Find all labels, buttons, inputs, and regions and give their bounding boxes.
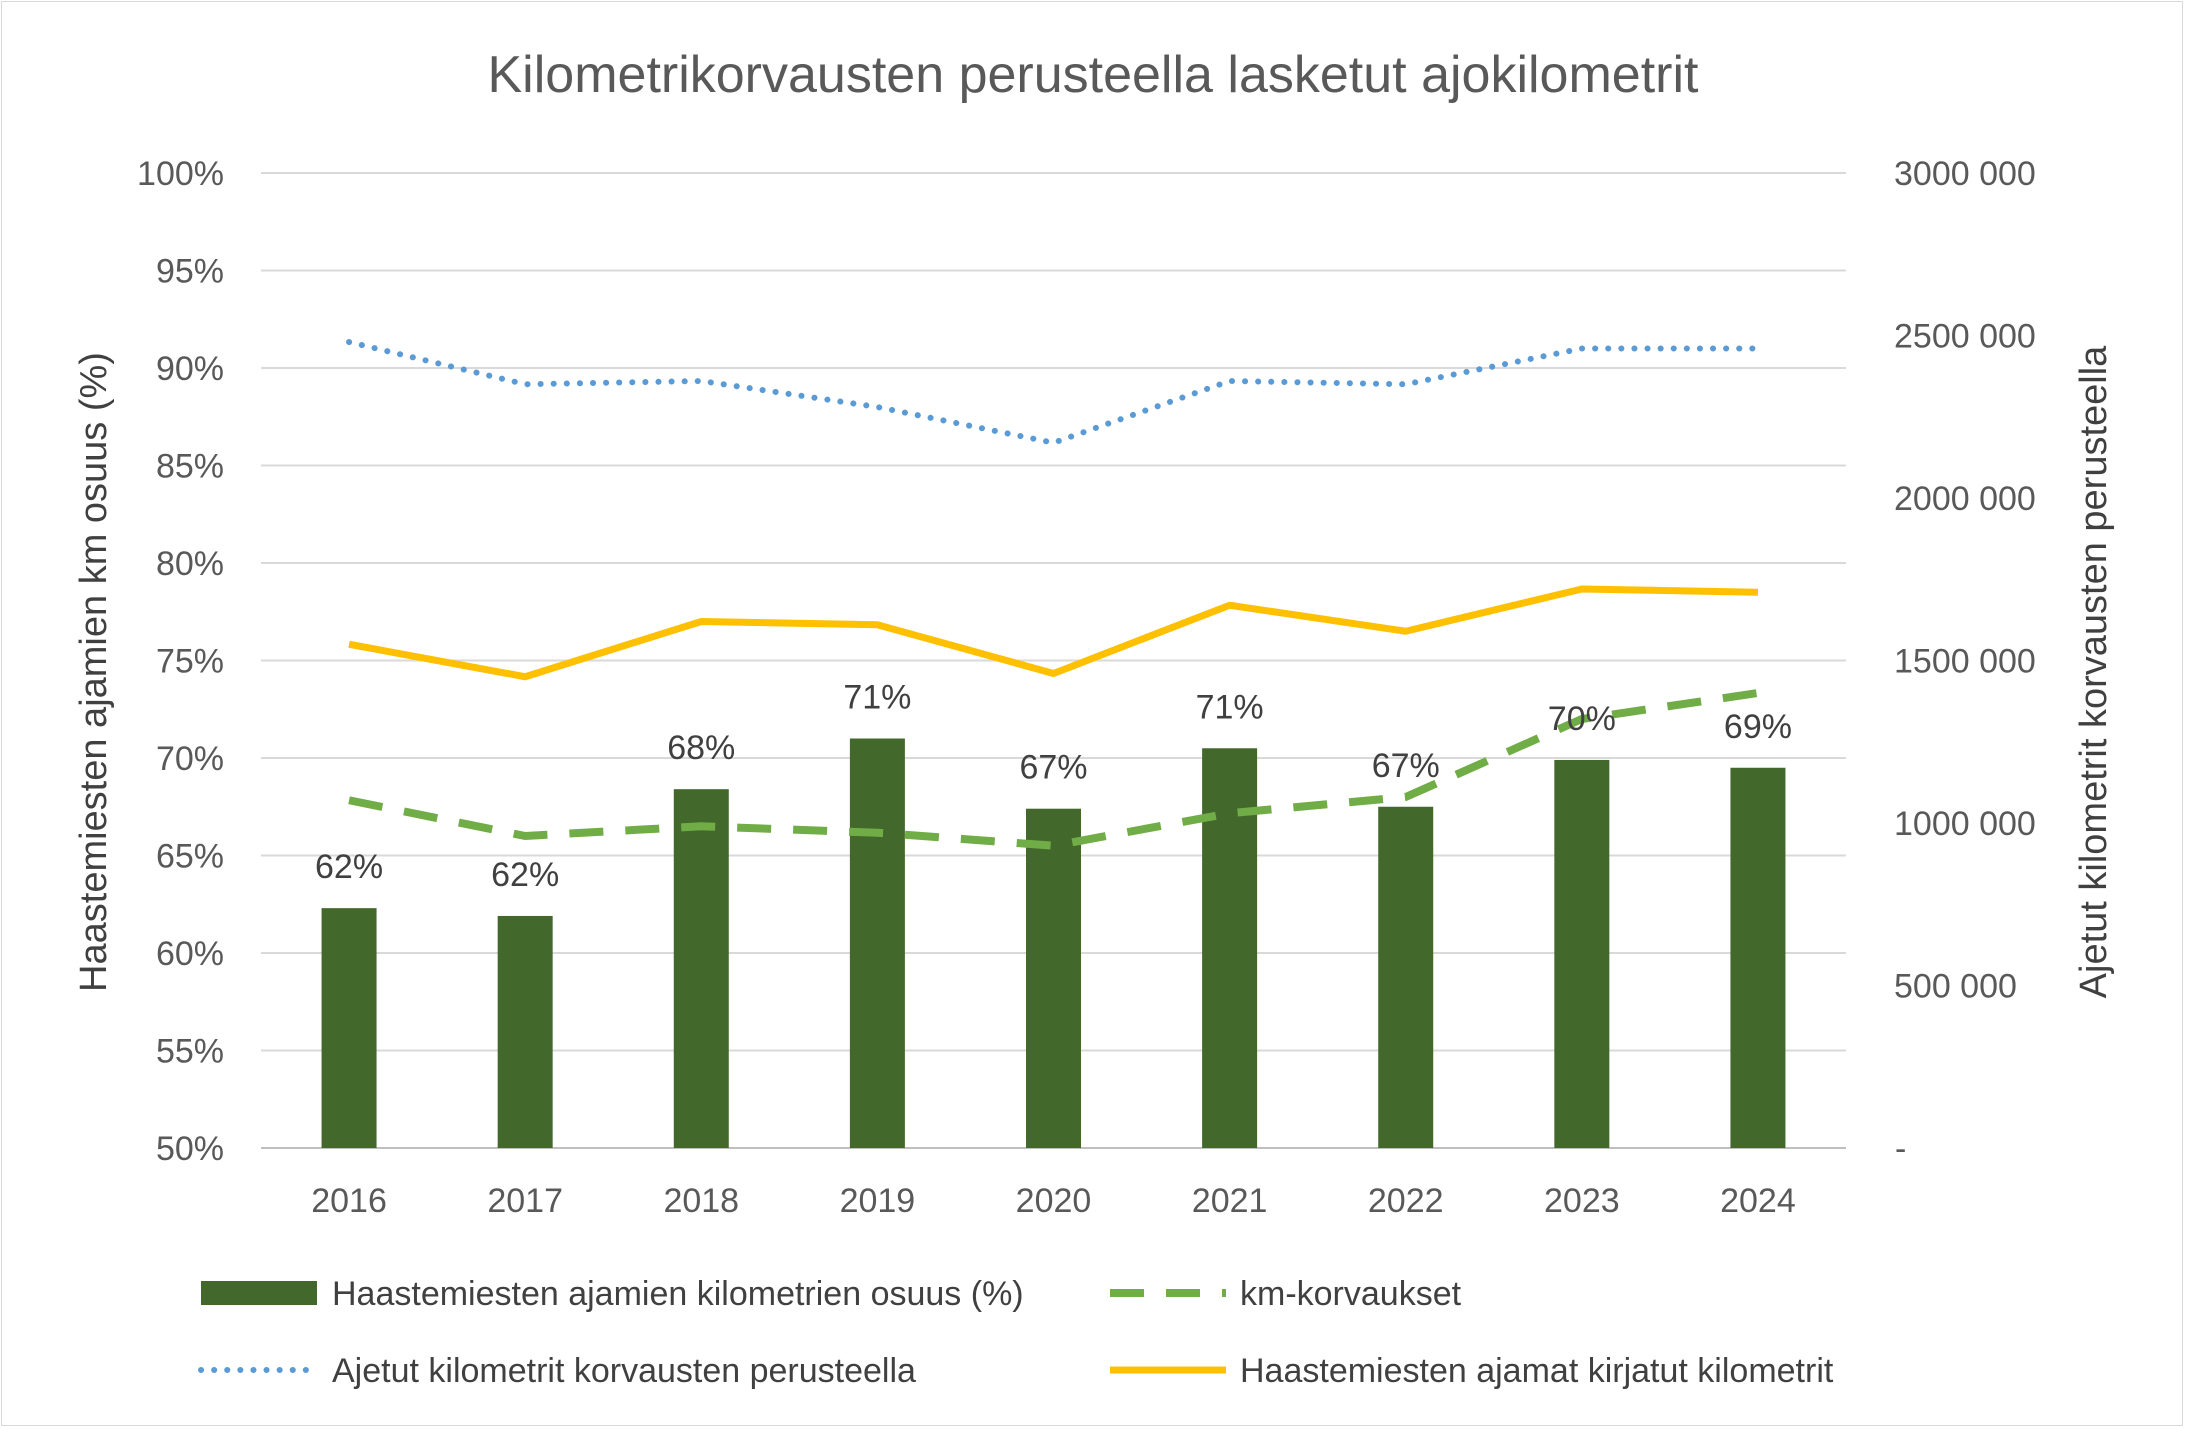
right-axis-title: Ajetut kilometrit korvausten perusteella bbox=[2073, 345, 2115, 999]
x-tick-label: 2017 bbox=[487, 1182, 563, 1220]
bar bbox=[673, 789, 729, 1148]
x-tick-label: 2016 bbox=[311, 1182, 387, 1220]
right-tick-label: 1000 000 bbox=[1894, 805, 2036, 843]
line-dashed bbox=[348, 689, 1759, 850]
left-tick-label: 90% bbox=[156, 350, 224, 388]
bar-data-label: 62% bbox=[315, 848, 383, 886]
right-axis-ticks: - 500 000 1000 000 1500 000 2000 000 2500 000… bbox=[1894, 155, 2036, 1168]
left-tick-label: 95% bbox=[156, 253, 224, 291]
bar bbox=[1554, 759, 1610, 1148]
x-tick-label: 2023 bbox=[1544, 1182, 1620, 1220]
bar-data-label: 67% bbox=[1372, 747, 1440, 785]
bar bbox=[497, 915, 553, 1148]
left-tick-label: 75% bbox=[156, 643, 224, 681]
x-tick-label: 2022 bbox=[1368, 1182, 1444, 1220]
left-tick-label: 80% bbox=[156, 545, 224, 583]
bar-data-labels: 62% 62% 68% 71% 67% 71% 67% 70% 69% bbox=[315, 679, 1792, 894]
right-tick-label: 3000 000 bbox=[1894, 155, 2036, 193]
x-tick-label: 2019 bbox=[840, 1182, 916, 1220]
bar-data-label: 69% bbox=[1724, 708, 1792, 746]
bar bbox=[321, 908, 377, 1148]
legend-label: Ajetut kilometrit korvausten perusteella bbox=[332, 1352, 916, 1390]
x-axis-ticks: 2016 2017 2018 2019 2020 2021 2022 2023 2024 bbox=[311, 1182, 1796, 1220]
bar bbox=[1378, 806, 1434, 1148]
legend-label: km-korvaukset bbox=[1240, 1275, 1462, 1313]
bar-data-label: 70% bbox=[1548, 700, 1616, 738]
bar-data-label: 67% bbox=[1019, 749, 1087, 787]
line-series bbox=[346, 339, 1761, 850]
legend: Haastemiesten ajamien kilometrien osuus … bbox=[198, 1275, 1834, 1390]
right-tick-label: 2500 000 bbox=[1894, 318, 2036, 356]
line-dotted bbox=[346, 339, 1761, 446]
bar-data-label: 62% bbox=[491, 856, 559, 894]
bar-data-label: 71% bbox=[843, 679, 911, 717]
right-tick-label: 500 000 bbox=[1894, 968, 2017, 1006]
left-tick-label: 85% bbox=[156, 448, 224, 486]
left-tick-label: 50% bbox=[156, 1130, 224, 1168]
bar-data-label: 68% bbox=[667, 729, 735, 767]
left-tick-label: 55% bbox=[156, 1033, 224, 1071]
left-tick-label: 60% bbox=[156, 935, 224, 973]
legend-label: Haastemiesten ajamien kilometrien osuus … bbox=[332, 1275, 1024, 1313]
x-tick-label: 2018 bbox=[663, 1182, 739, 1220]
bar-series bbox=[321, 738, 1786, 1148]
left-tick-label: 70% bbox=[156, 740, 224, 778]
line-solid bbox=[348, 585, 1759, 681]
x-tick-label: 2024 bbox=[1720, 1182, 1796, 1220]
bar-data-label: 71% bbox=[1196, 688, 1264, 726]
x-tick-label: 2021 bbox=[1192, 1182, 1268, 1220]
right-tick-label: 2000 000 bbox=[1894, 480, 2036, 518]
right-tick-label: - bbox=[1895, 1130, 1906, 1168]
left-tick-label: 100% bbox=[137, 155, 224, 193]
chart-title: Kilometrikorvausten perusteella lasketut… bbox=[488, 46, 1700, 104]
left-tick-label: 65% bbox=[156, 838, 224, 876]
right-tick-label: 1500 000 bbox=[1894, 643, 2036, 681]
left-axis-ticks: 50% 55% 60% 65% 70% 75% 80% 85% 90% 95% 100% bbox=[137, 155, 224, 1168]
bar bbox=[1026, 808, 1081, 1148]
left-axis-title: Haastemiesten ajamien km osuus (%) bbox=[73, 352, 115, 992]
bar bbox=[849, 738, 905, 1148]
bar bbox=[1730, 767, 1786, 1148]
x-tick-label: 2020 bbox=[1016, 1182, 1092, 1220]
legend-label: Haastemiesten ajamat kirjatut kilometrit bbox=[1240, 1352, 1834, 1390]
legend-swatch-bar bbox=[201, 1281, 317, 1305]
